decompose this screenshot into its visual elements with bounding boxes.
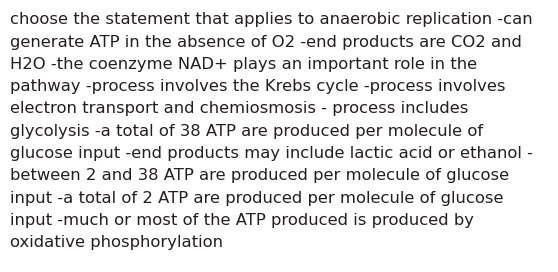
Text: pathway -process involves the Krebs cycle -process involves: pathway -process involves the Krebs cycl…: [10, 79, 506, 94]
Text: oxidative phosphorylation: oxidative phosphorylation: [10, 235, 223, 250]
Text: glucose input -end products may include lactic acid or ethanol -: glucose input -end products may include …: [10, 146, 533, 161]
Text: input -a total of 2 ATP are produced per molecule of glucose: input -a total of 2 ATP are produced per…: [10, 191, 503, 206]
Text: generate ATP in the absence of O2 -end products are CO2 and: generate ATP in the absence of O2 -end p…: [10, 35, 522, 50]
Text: glycolysis -a total of 38 ATP are produced per molecule of: glycolysis -a total of 38 ATP are produc…: [10, 124, 483, 139]
Text: electron transport and chemiosmosis - process includes: electron transport and chemiosmosis - pr…: [10, 101, 468, 116]
Text: H2O -the coenzyme NAD+ plays an important role in the: H2O -the coenzyme NAD+ plays an importan…: [10, 57, 477, 72]
Text: input -much or most of the ATP produced is produced by: input -much or most of the ATP produced …: [10, 213, 474, 228]
Text: between 2 and 38 ATP are produced per molecule of glucose: between 2 and 38 ATP are produced per mo…: [10, 168, 509, 183]
Text: choose the statement that applies to anaerobic replication -can: choose the statement that applies to ana…: [10, 12, 533, 27]
